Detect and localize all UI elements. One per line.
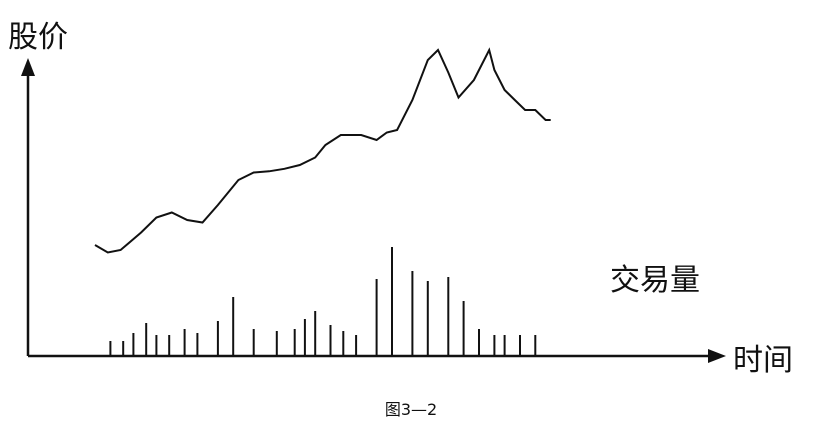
x-axis-label: 时间: [733, 343, 793, 378]
y-axis-arrow-icon: [21, 58, 35, 76]
volume-bars: [109, 247, 537, 355]
volume-label: 交易量: [610, 263, 700, 298]
price-series-line: [94, 47, 551, 254]
figure-caption: 图3—2: [384, 400, 438, 419]
y-axis-label: 股价: [8, 20, 68, 55]
x-axis-arrow-icon: [708, 349, 726, 363]
